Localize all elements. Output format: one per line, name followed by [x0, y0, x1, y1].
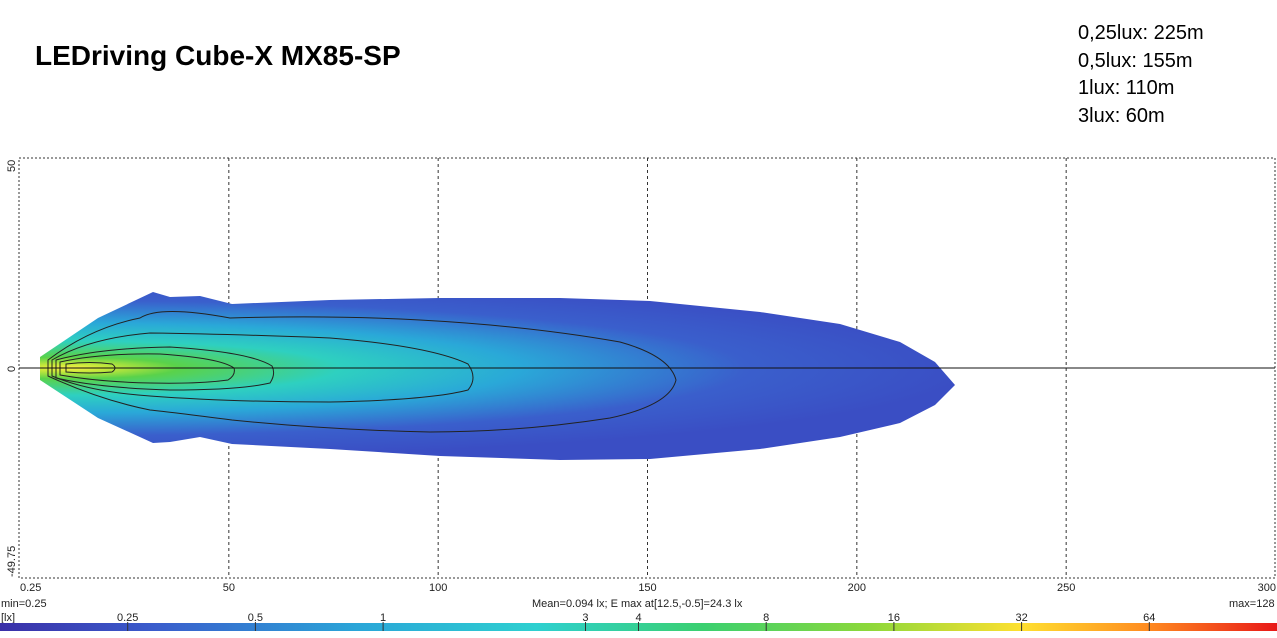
x-tick-label: 250 [1057, 582, 1075, 594]
color-scale-label: 4 [635, 612, 641, 624]
mean-label: Mean=0.094 lx; E max at[12.5,-0.5]=24.3 … [532, 598, 743, 610]
isolux-line-16lux [59, 353, 235, 384]
y-tick-label-min: -49.75 [6, 546, 18, 577]
x-tick-label: 300 [1258, 582, 1276, 594]
isolux-line-1lux [47, 311, 677, 433]
color-scale-label: 8 [763, 612, 769, 624]
x-tick-label: 200 [848, 582, 866, 594]
color-scale-label: 1 [380, 612, 386, 624]
color-scale-label: 3 [582, 612, 588, 624]
color-scale-label: 32 [1015, 612, 1027, 624]
x-tick-label: 0.25 [20, 582, 41, 594]
y-tick-label-50: 50 [6, 160, 18, 172]
illuminance-field [40, 292, 955, 460]
min-label: min=0.25 [1, 598, 47, 610]
max-label: max=128 [1229, 598, 1275, 610]
legend-entry-05lux: 0,5lux: 155m [1078, 49, 1193, 72]
isolux-line-3lux [51, 332, 474, 403]
x-tick-label: 50 [223, 582, 235, 594]
x-tick-label: 150 [638, 582, 656, 594]
legend-entry-025lux: 0,25lux: 225m [1078, 22, 1204, 44]
color-scale-ticks: 0.25 0.5 1 3 4 8 16 32 64 [117, 612, 1155, 631]
x-tick-label: 100 [429, 582, 447, 594]
legend-entry-3lux: 3lux: 60m [1078, 104, 1165, 127]
color-scale-label: 64 [1143, 612, 1155, 624]
color-scale-label: 16 [888, 612, 900, 624]
y-tick-label-0: 0 [6, 366, 18, 372]
chart-title: LEDriving Cube-X MX85-SP [35, 40, 401, 71]
distance-legend: 0,25lux: 225m 0,5lux: 155m 1lux: 110m 3l… [1078, 20, 1204, 130]
color-scale-label: 0.5 [248, 612, 263, 624]
unit-label: [lx] [1, 612, 15, 624]
isolux-line-8lux [55, 346, 275, 391]
x-tick-labels: 0.25 50 100 150 200 250 300 [20, 582, 1276, 594]
color-scale-label: 0.25 [117, 612, 138, 624]
legend-entry-1lux: 1lux: 110m [1078, 77, 1175, 99]
